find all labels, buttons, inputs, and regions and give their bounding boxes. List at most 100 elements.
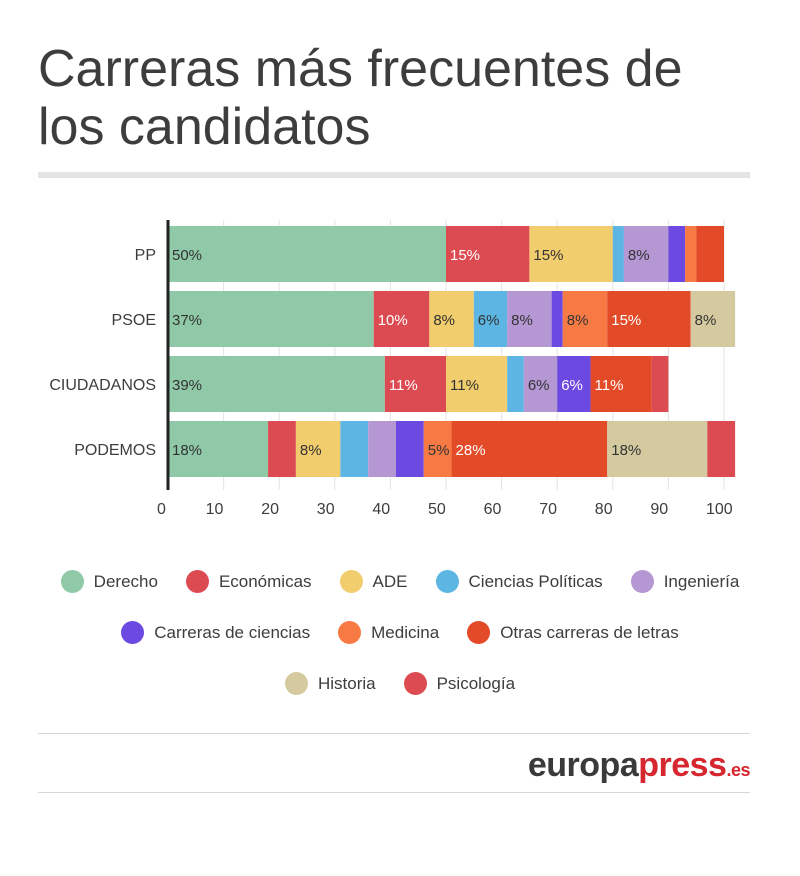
bar-segment [168, 421, 269, 477]
bar-segment [507, 356, 524, 412]
data-label: 6% [561, 377, 583, 394]
legend-label: Otras carreras de letras [500, 622, 679, 642]
x-tick-label: 80 [595, 501, 613, 518]
legend-label: Historia [317, 673, 376, 693]
bar-segment [268, 421, 296, 477]
x-tick-label: 100 [706, 501, 733, 518]
legend-item-derecho: Derecho [60, 570, 158, 593]
economicas-swatch-icon [185, 570, 209, 593]
category-label: PSOE [112, 312, 156, 329]
bar-segment [446, 226, 530, 282]
chart-title: Carreras más frecuentes de los candidato… [38, 40, 683, 156]
x-tick-label: 30 [317, 501, 335, 518]
bar-segment [607, 291, 691, 347]
data-label: 39% [172, 377, 202, 394]
bar-segment [562, 291, 608, 347]
legend-label: Ciencias Políticas [468, 571, 603, 591]
data-label: 28% [456, 442, 486, 459]
bar-segment [423, 421, 452, 477]
ciencias-politicas-swatch-icon [435, 570, 459, 593]
bar-segment [473, 291, 508, 347]
data-label: 6% [528, 377, 550, 394]
data-label: 50% [172, 247, 202, 264]
legend-item-ade: ADE [339, 570, 408, 593]
legend-item-carreras-de-ciencias: Carreras de ciencias [121, 621, 310, 644]
bar-segment [590, 356, 652, 412]
bar-segment [651, 356, 669, 412]
derecho-swatch-icon [60, 570, 84, 593]
brand-accent: press [638, 746, 727, 784]
x-tick-label: 40 [372, 501, 390, 518]
historia-swatch-icon [284, 672, 308, 695]
bar-segment [384, 356, 446, 412]
medicina-swatch-icon [338, 621, 362, 644]
legend-row-3: Historia Psicología [30, 658, 770, 709]
psicologia-swatch-icon [403, 672, 427, 695]
bar-segment [507, 291, 552, 347]
legend-label: Derecho [93, 571, 158, 591]
legend-label: Psicología [436, 673, 516, 693]
data-label: 8% [300, 442, 322, 459]
legend-row-1: Derecho Económicas ADE Ciencias Política… [30, 556, 770, 607]
bar-segment [523, 356, 558, 412]
europapress-logo: europapress.es [527, 746, 751, 785]
bar-segment [668, 226, 686, 282]
bar-segment [623, 226, 669, 282]
legend-item-otras-carreras-de-letras: Otras carreras de letras [467, 621, 679, 644]
legend-item-ingenieria: Ingeniería [630, 570, 740, 593]
legend-label: Ingeniería [663, 571, 740, 591]
data-label: 8% [511, 312, 533, 329]
legend-item-ciencias-politicas: Ciencias Políticas [435, 570, 603, 593]
bar-segment [429, 291, 474, 347]
x-tick-label: 50 [428, 501, 446, 518]
chart-legend: Derecho Económicas ADE Ciencias Política… [30, 556, 770, 709]
bar-segment [368, 421, 396, 477]
data-label: 11% [389, 377, 418, 394]
bar-segment [551, 291, 563, 347]
brand-main: europa [527, 746, 639, 784]
data-label: 5% [428, 442, 450, 459]
data-label: 11% [450, 377, 479, 394]
x-tick-label: 0 [157, 501, 166, 518]
data-label: 37% [172, 312, 202, 329]
data-label: 11% [595, 377, 624, 394]
legend-item-medicina: Medicina [338, 621, 439, 644]
legend-label: Carreras de ciencias [154, 622, 311, 642]
bar-segment [168, 226, 446, 282]
data-label: 15% [450, 247, 480, 264]
data-label: 15% [611, 312, 641, 329]
bar-segment [612, 226, 624, 282]
footer-divider-top [38, 733, 750, 734]
bar-segment [451, 421, 608, 477]
x-tick-label: 90 [650, 501, 668, 518]
ade-swatch-icon [339, 570, 363, 593]
legend-label: Económicas [218, 571, 312, 591]
data-label: 18% [172, 442, 202, 459]
x-tick-label: 10 [206, 501, 224, 518]
category-label: CIUDADANOS [49, 377, 156, 394]
bar-segment [529, 226, 613, 282]
x-tick-label: 60 [484, 501, 502, 518]
brand-tld: .es [726, 760, 750, 780]
legend-item-historia: Historia [284, 672, 376, 695]
category-label: PP [135, 247, 156, 264]
bar-segment [690, 291, 736, 347]
x-tick-label: 20 [261, 501, 279, 518]
legend-label: ADE [372, 571, 408, 591]
title-divider [38, 172, 750, 178]
data-label: 10% [378, 312, 408, 329]
data-label: 8% [628, 247, 650, 264]
data-label: 8% [695, 312, 717, 329]
bar-segment [696, 226, 724, 282]
bar-segment [395, 421, 424, 477]
data-label: 6% [478, 312, 500, 329]
ingenieria-swatch-icon [630, 570, 654, 593]
bar-segment [295, 421, 341, 477]
bar-segment [168, 356, 385, 412]
x-tick-label: 70 [539, 501, 557, 518]
bar-segment [373, 291, 430, 347]
bar-segment [340, 421, 369, 477]
otras-carreras-swatch-icon [467, 621, 491, 644]
bar-segment [707, 421, 736, 477]
data-label: 8% [433, 312, 455, 329]
